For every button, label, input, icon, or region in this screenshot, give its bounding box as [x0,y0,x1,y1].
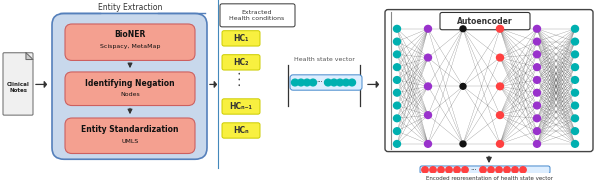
Circle shape [533,25,541,32]
Circle shape [497,141,503,147]
Text: Entity Standardization: Entity Standardization [81,125,179,134]
Circle shape [533,38,541,45]
Circle shape [331,79,337,86]
Circle shape [460,84,466,89]
Text: HCₙ: HCₙ [233,126,249,135]
Circle shape [533,51,541,58]
Text: UMLS: UMLS [121,139,139,143]
Text: BioNER: BioNER [115,30,146,39]
Circle shape [325,79,331,86]
Circle shape [425,112,431,118]
Circle shape [438,167,444,173]
Text: HC₂: HC₂ [233,58,249,67]
Circle shape [292,79,299,86]
FancyBboxPatch shape [65,118,195,154]
Polygon shape [26,53,33,59]
Circle shape [571,115,578,122]
Circle shape [571,128,578,134]
Circle shape [533,77,541,83]
Circle shape [343,79,349,86]
Circle shape [425,141,431,147]
Circle shape [394,77,401,83]
Circle shape [497,83,503,90]
Circle shape [504,167,510,173]
Circle shape [394,25,401,32]
Text: • • •: • • • [239,71,244,86]
Circle shape [460,141,466,147]
Circle shape [430,167,436,173]
Circle shape [394,38,401,45]
Circle shape [425,54,431,61]
Circle shape [533,102,541,109]
Text: Encoded representation of health state vector: Encoded representation of health state v… [425,176,553,180]
Circle shape [571,89,578,96]
Circle shape [460,26,466,32]
Circle shape [394,102,401,109]
Circle shape [394,141,401,147]
FancyBboxPatch shape [52,14,207,159]
Circle shape [520,167,526,173]
Text: HCₙ₋₁: HCₙ₋₁ [229,102,253,111]
Circle shape [425,25,431,32]
Circle shape [462,167,468,173]
FancyBboxPatch shape [420,166,550,174]
Circle shape [349,79,355,86]
Circle shape [446,167,452,173]
Circle shape [394,64,401,71]
FancyBboxPatch shape [385,10,593,152]
FancyBboxPatch shape [220,4,295,27]
Circle shape [571,25,578,32]
Circle shape [571,77,578,83]
Circle shape [480,167,486,173]
Text: HC₁: HC₁ [233,34,249,43]
Text: Identifying Negation: Identifying Negation [85,79,175,88]
Circle shape [497,25,503,32]
Circle shape [571,51,578,58]
Circle shape [533,64,541,71]
Circle shape [497,112,503,118]
Circle shape [394,89,401,96]
Text: Entity Extraction: Entity Extraction [98,3,162,12]
Circle shape [533,128,541,134]
Circle shape [425,83,431,90]
FancyBboxPatch shape [222,31,260,46]
Circle shape [571,102,578,109]
Text: ···: ··· [470,167,478,173]
Circle shape [571,141,578,147]
FancyBboxPatch shape [440,12,530,30]
FancyBboxPatch shape [65,24,195,60]
Circle shape [571,38,578,45]
Text: Clinical
Notes: Clinical Notes [7,82,29,93]
Circle shape [497,54,503,61]
Circle shape [454,167,460,173]
FancyBboxPatch shape [290,75,362,90]
Text: Autoencoder: Autoencoder [457,17,513,26]
FancyBboxPatch shape [222,99,260,114]
Text: Extracted
Health conditions: Extracted Health conditions [229,10,284,21]
Circle shape [394,115,401,122]
Circle shape [310,79,317,86]
Circle shape [533,141,541,147]
Circle shape [496,167,502,173]
Circle shape [533,115,541,122]
Text: Scispacy, MetaMap: Scispacy, MetaMap [100,44,160,49]
Circle shape [394,51,401,58]
FancyBboxPatch shape [3,53,33,115]
Circle shape [488,167,494,173]
Circle shape [337,79,343,86]
Text: Health state vector: Health state vector [293,57,355,62]
FancyBboxPatch shape [222,123,260,138]
Circle shape [422,167,428,173]
Circle shape [304,79,311,86]
Circle shape [298,79,305,86]
FancyBboxPatch shape [222,55,260,70]
Circle shape [533,89,541,96]
FancyBboxPatch shape [65,72,195,105]
Circle shape [571,64,578,71]
Circle shape [512,167,518,173]
Circle shape [394,128,401,134]
Text: ···: ··· [317,80,323,86]
Text: Nodes: Nodes [120,91,140,96]
